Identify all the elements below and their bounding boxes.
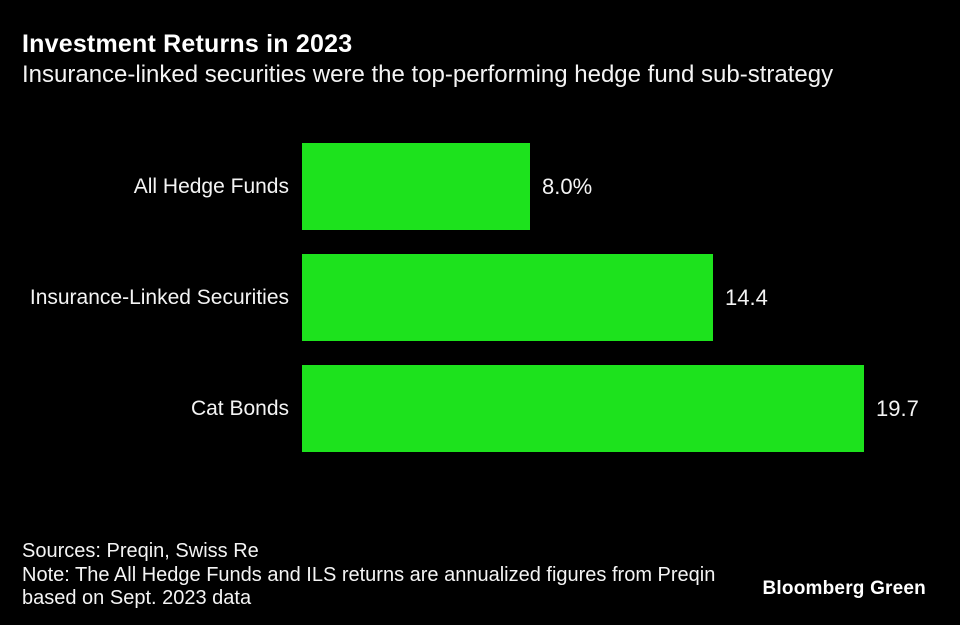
value-label-all-hedge-funds: 8.0% (542, 173, 593, 199)
chart-title: Investment Returns in 2023 (22, 30, 353, 58)
bar-chart: All Hedge Funds 8.0% Insurance-Linked Se… (0, 143, 960, 476)
bar-row-all-hedge-funds: All Hedge Funds 8.0% (0, 143, 960, 230)
value-label-cat-bonds: 19.7 (876, 395, 919, 421)
bar-insurance-linked-securities (302, 254, 713, 341)
bar-track: 14.4 (302, 254, 960, 341)
bar-track: 8.0% (302, 143, 960, 230)
value-label-insurance-linked-securities: 14.4 (725, 284, 768, 310)
category-label-insurance-linked-securities: Insurance-Linked Securities (29, 285, 289, 309)
footer-notes: Sources: Preqin, Swiss Re Note: The All … (22, 540, 715, 611)
note-line-2: based on Sept. 2023 data (22, 587, 252, 609)
sources-line: Sources: Preqin, Swiss Re (22, 540, 259, 562)
bar-row-insurance-linked-securities: Insurance-Linked Securities 14.4 (0, 254, 960, 341)
category-label-cat-bonds: Cat Bonds (190, 396, 289, 420)
bar-cat-bonds (302, 365, 864, 452)
bar-track: 19.7 (302, 365, 960, 452)
category-label-all-hedge-funds: All Hedge Funds (133, 174, 289, 198)
bar-all-hedge-funds (302, 143, 530, 230)
chart-subtitle: Insurance-linked securities were the top… (22, 61, 834, 88)
bar-row-cat-bonds: Cat Bonds 19.7 (0, 365, 960, 452)
bloomberg-green-logo: Bloomberg Green (762, 578, 926, 599)
note-line-1: Note: The All Hedge Funds and ILS return… (22, 563, 716, 586)
